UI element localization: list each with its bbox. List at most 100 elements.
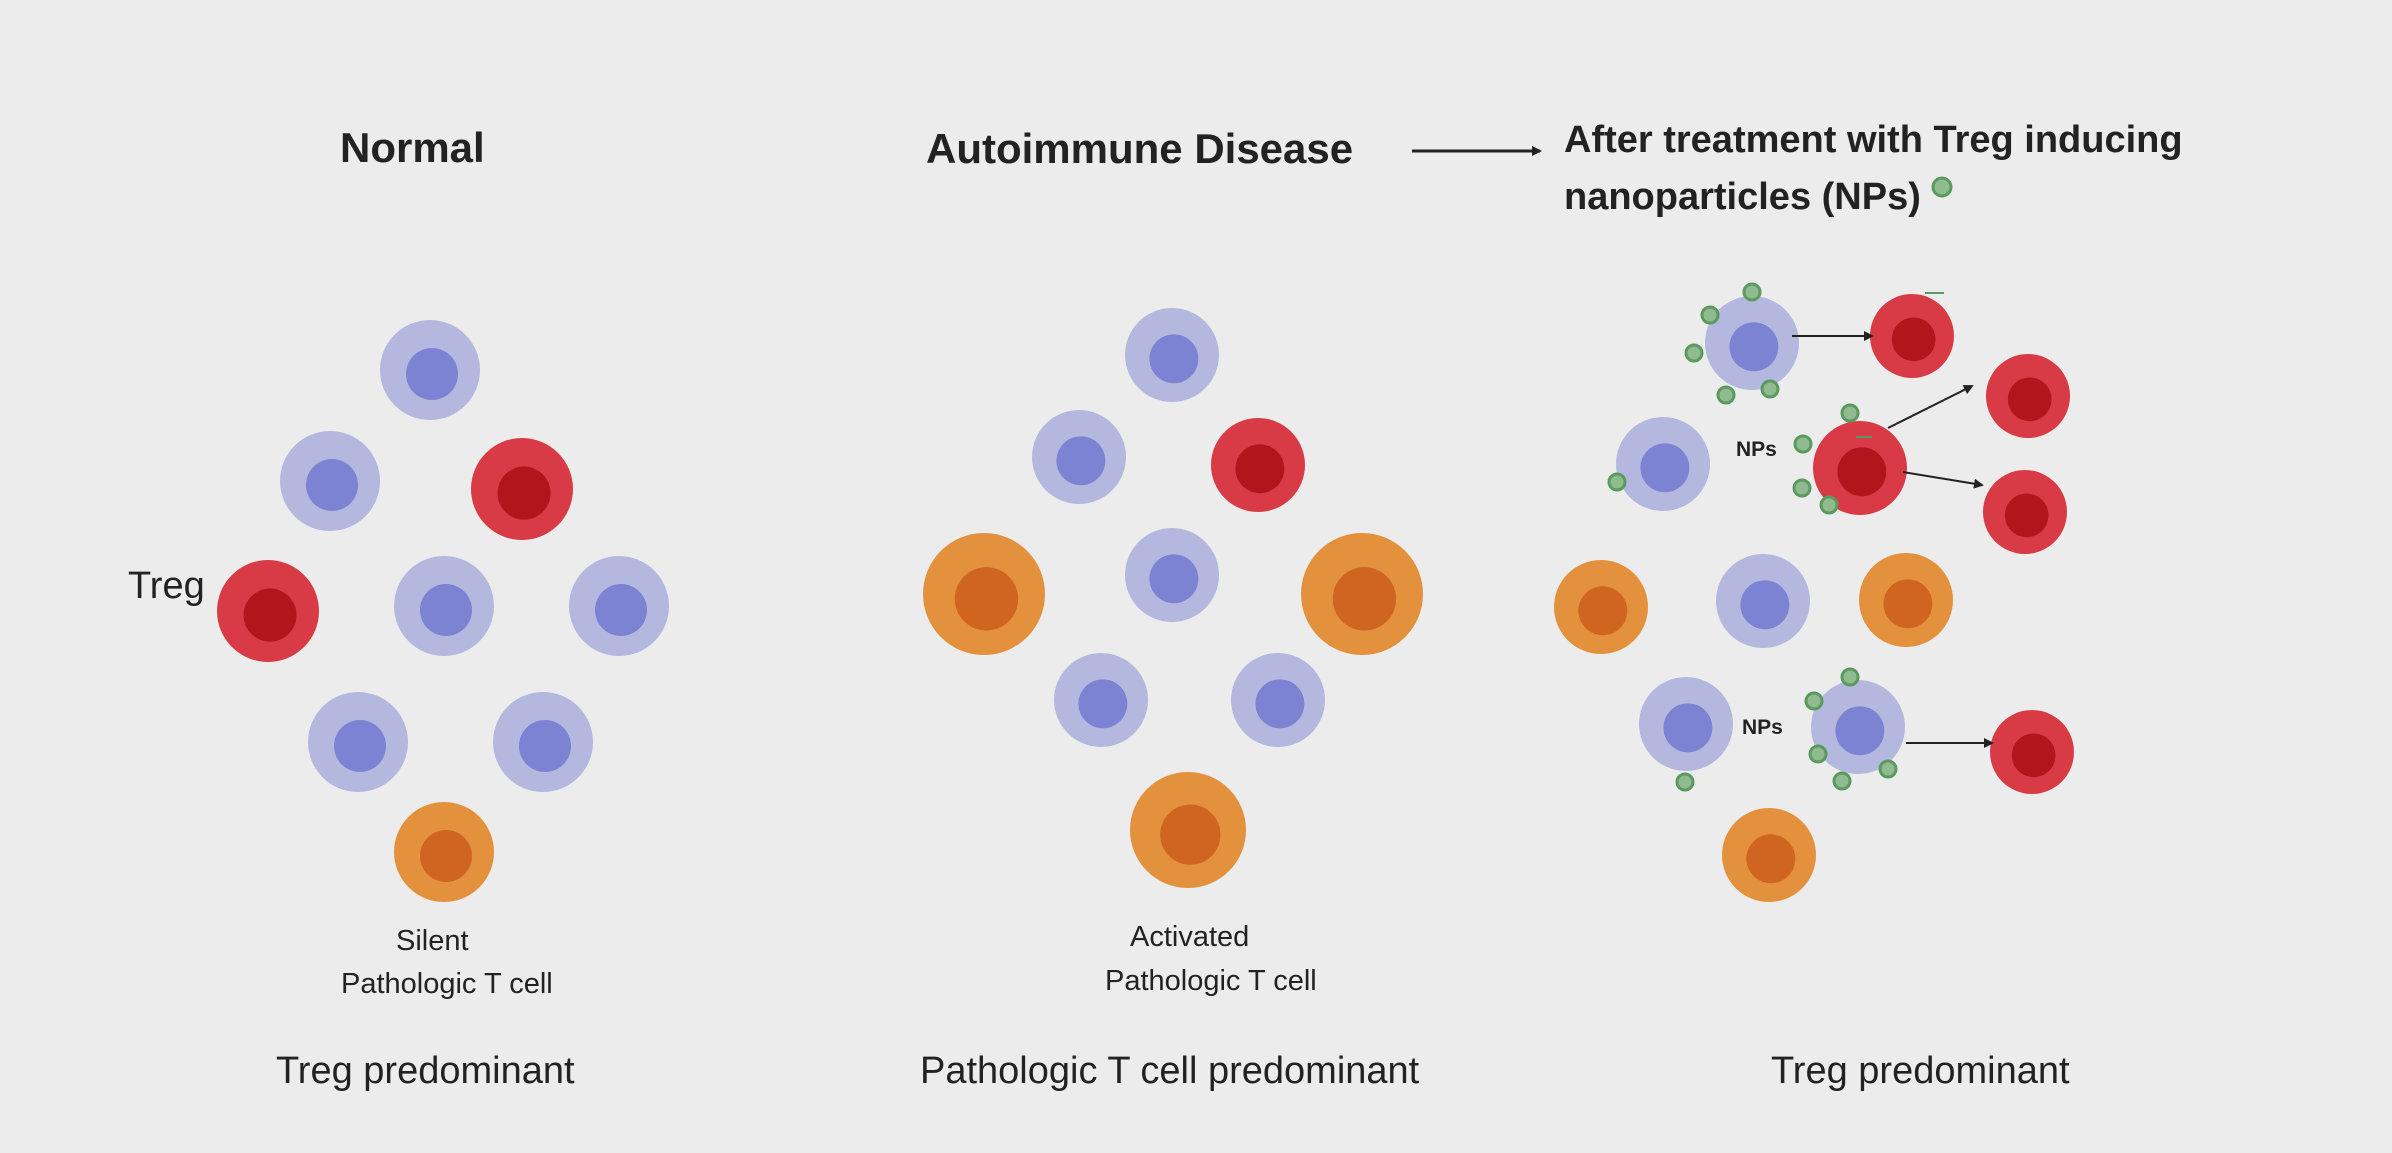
conversion-arrow	[1887, 385, 1974, 429]
cell-nucleus	[1640, 443, 1690, 493]
pathologic-t-cell	[1554, 560, 1648, 654]
naive-t-cell	[569, 556, 669, 656]
cell-nucleus	[243, 588, 297, 642]
normal-title: Normal	[340, 124, 485, 171]
cell-nucleus	[1578, 586, 1628, 636]
cell-nucleus	[1332, 567, 1397, 631]
cell-nucleus	[2011, 733, 2056, 778]
cell-nucleus	[420, 830, 472, 882]
cell-nucleus	[1056, 436, 1106, 486]
disease-title: Autoimmune Disease	[926, 125, 1353, 172]
pathologic-t-cell	[1130, 772, 1246, 888]
naive-t-cell	[1811, 680, 1905, 774]
naive-t-cell	[1125, 308, 1219, 402]
naive-t-cell	[1125, 528, 1219, 622]
naive-t-cell	[394, 556, 494, 656]
treg-cell	[1983, 470, 2067, 554]
treg-cell	[1986, 354, 2070, 438]
normal-caption-line2: Pathologic T cell	[341, 968, 553, 1000]
cell-nucleus	[1891, 317, 1936, 362]
cell-nucleus	[2007, 377, 2052, 422]
cell-nucleus	[1883, 579, 1933, 629]
pathologic-t-cell	[1301, 533, 1423, 655]
nanoparticle	[1819, 495, 1839, 515]
nanoparticle	[1878, 759, 1898, 779]
naive-t-cell	[1054, 653, 1148, 747]
naive-t-cell	[380, 320, 480, 420]
nanoparticle	[1808, 744, 1828, 764]
cell-nucleus	[1837, 447, 1887, 497]
nanoparticle	[1793, 434, 1813, 454]
nanoparticle	[1760, 379, 1780, 399]
conversion-arrows	[1792, 292, 1994, 748]
cell-nucleus	[954, 567, 1019, 631]
treated-bottom-label: Treg predominant	[1771, 1050, 2070, 1092]
disease-caption-line1: Activated	[1130, 921, 1249, 953]
nps-label: NPs	[1736, 438, 1777, 461]
cell-nucleus	[1729, 322, 1779, 372]
cell-nucleus	[1746, 834, 1796, 884]
nanoparticle-legend-icon	[1931, 176, 1953, 198]
cell-nucleus	[1149, 554, 1199, 604]
cell-nucleus	[1160, 804, 1221, 865]
naive-t-cell	[1716, 554, 1810, 648]
cell-nucleus	[334, 720, 386, 772]
cell-nucleus	[306, 459, 358, 511]
nps-label: NPs	[1742, 716, 1783, 739]
naive-t-cell	[1231, 653, 1325, 747]
nanoparticle	[1607, 472, 1627, 492]
naive-t-cell	[1705, 296, 1799, 390]
cell-nucleus	[497, 466, 551, 520]
nanoparticle	[1684, 343, 1704, 363]
treg-cell	[217, 560, 319, 662]
nanoparticle	[1792, 478, 1812, 498]
pathologic-t-cell	[923, 533, 1045, 655]
treg-cell	[1870, 294, 1954, 378]
cell-nucleus	[1255, 679, 1305, 729]
treated-title-line2: nanoparticles (NPs)	[1564, 176, 1921, 218]
nanoparticle	[1716, 385, 1736, 405]
pathologic-t-cell	[1722, 808, 1816, 902]
cell-nucleus	[1740, 580, 1790, 630]
treg-cell	[471, 438, 573, 540]
naive-t-cell	[1639, 677, 1733, 771]
naive-t-cell	[493, 692, 593, 792]
normal-bottom-label: Treg predominant	[276, 1050, 575, 1092]
nanoparticle	[1840, 403, 1860, 423]
disease-bottom-label: Pathologic T cell predominant	[920, 1050, 1420, 1092]
naive-t-cell	[1032, 410, 1126, 504]
cell-nucleus	[1835, 706, 1885, 756]
cell-nucleus	[1663, 703, 1713, 753]
cell-nucleus	[595, 584, 647, 636]
treg-cell	[1211, 418, 1305, 512]
treg-cell	[1990, 710, 2074, 794]
cell-nucleus	[1235, 444, 1285, 494]
nanoparticle	[1700, 305, 1720, 325]
cell-nucleus	[406, 348, 458, 400]
naive-t-cell	[1616, 417, 1710, 511]
pathologic-t-cell	[1859, 553, 1953, 647]
cell-nucleus	[1078, 679, 1128, 729]
cell-nucleus	[1149, 334, 1199, 384]
treg-label: Treg	[128, 565, 205, 607]
naive-t-cell	[280, 431, 380, 531]
nanoparticle	[1742, 282, 1762, 302]
pathologic-t-cell	[394, 802, 494, 902]
treated-title-line1: After treatment with Treg inducing	[1564, 119, 2183, 161]
naive-t-cell	[308, 692, 408, 792]
nanoparticle	[1675, 772, 1695, 792]
nanoparticle	[1840, 667, 1860, 687]
nanoparticles-layer	[1607, 282, 1898, 792]
cell-nucleus	[519, 720, 571, 772]
treg-cell	[1813, 421, 1907, 515]
cells-layer	[217, 294, 2074, 902]
cell-nucleus	[420, 584, 472, 636]
conversion-arrow	[1902, 471, 1984, 489]
nanoparticle	[1832, 771, 1852, 791]
cell-nucleus	[2004, 493, 2049, 538]
normal-caption-line1: Silent	[396, 925, 469, 957]
disease-caption-line2: Pathologic T cell	[1105, 965, 1317, 997]
nanoparticle	[1804, 691, 1824, 711]
